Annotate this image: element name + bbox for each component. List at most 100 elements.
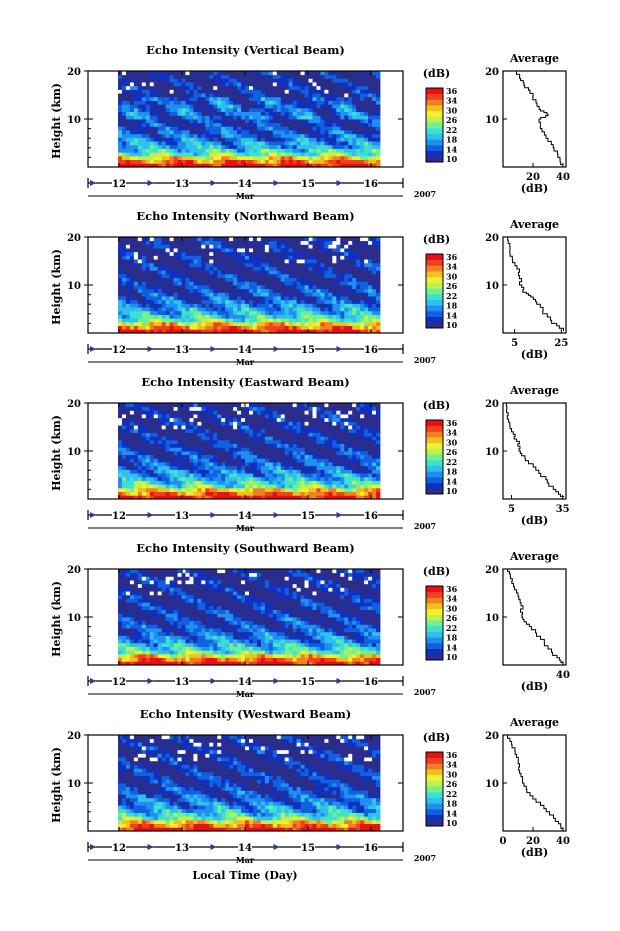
heatmap-cell bbox=[217, 152, 222, 157]
heatmap-cell bbox=[209, 329, 214, 334]
heatmap-cell bbox=[181, 115, 186, 120]
heatmap-cell bbox=[288, 259, 294, 264]
heatmap-cell bbox=[352, 237, 357, 242]
heatmap-cell bbox=[245, 454, 250, 459]
heatmap-cell bbox=[197, 432, 202, 437]
heatmap-cell bbox=[125, 299, 131, 304]
heatmap-cell bbox=[245, 141, 250, 146]
heatmap-cell bbox=[121, 480, 127, 485]
heatmap-cell bbox=[340, 240, 345, 245]
heatmap-cell bbox=[125, 310, 131, 315]
heatmap-cell bbox=[328, 425, 333, 430]
heatmap-cell bbox=[284, 307, 290, 312]
heatmap-cell bbox=[201, 85, 206, 90]
heatmap-cell bbox=[173, 292, 178, 297]
heatmap-cell bbox=[121, 476, 127, 481]
heatmap-cell bbox=[268, 244, 274, 249]
heatmap-cell bbox=[169, 111, 174, 116]
heatmap-cell bbox=[368, 487, 373, 493]
heatmap-cell bbox=[177, 443, 182, 448]
heatmap-cell bbox=[352, 296, 357, 301]
heatmap-cell bbox=[161, 152, 167, 157]
colorbar-swatch bbox=[426, 144, 443, 152]
heatmap-cell bbox=[316, 152, 321, 157]
heatmap-cell bbox=[121, 152, 127, 157]
heatmap-cell bbox=[348, 329, 353, 334]
heatmap-cell bbox=[213, 148, 218, 153]
heatmap-cell bbox=[161, 314, 167, 319]
heatmap-cell bbox=[169, 417, 174, 422]
heatmap-cell bbox=[320, 159, 325, 164]
heatmap-cell bbox=[320, 251, 325, 256]
heatmap-cell bbox=[268, 251, 274, 256]
heatmap-cell bbox=[241, 314, 246, 319]
heatmap-cell bbox=[352, 262, 357, 267]
heatmap-cell bbox=[320, 447, 325, 452]
heatmap-cell bbox=[332, 130, 337, 135]
heatmap-cell bbox=[121, 248, 127, 253]
heatmap-cell bbox=[336, 325, 341, 330]
heatmap-cell bbox=[320, 148, 325, 153]
heatmap-cell bbox=[312, 251, 317, 256]
heatmap-cell bbox=[272, 480, 278, 485]
heatmap-cell bbox=[197, 292, 202, 297]
heatmap-cell bbox=[280, 310, 286, 315]
heatmap-cell bbox=[157, 495, 163, 500]
heatmap-cell bbox=[229, 155, 234, 161]
heatmap-cell bbox=[169, 240, 174, 245]
heatmap-cell bbox=[300, 303, 305, 308]
heatmap-cell bbox=[153, 259, 159, 264]
heatmap-cell bbox=[213, 141, 218, 146]
heatmap-cell bbox=[332, 163, 337, 168]
heatmap-cell bbox=[149, 447, 155, 452]
heatmap-cell bbox=[372, 487, 377, 493]
heatmap-cell bbox=[149, 303, 155, 308]
heatmap-cell bbox=[121, 469, 127, 474]
heatmap-cell bbox=[304, 155, 309, 161]
month-label: Mar bbox=[236, 357, 255, 367]
heatmap-cell bbox=[312, 307, 317, 312]
heatmap-cell bbox=[161, 281, 167, 286]
heatmap-cell bbox=[292, 425, 298, 430]
heatmap-cell bbox=[332, 307, 337, 312]
heatmap-cell bbox=[249, 262, 254, 267]
heatmap-cell bbox=[121, 130, 127, 135]
heatmap-cell bbox=[181, 288, 186, 293]
heatmap-cell bbox=[348, 476, 353, 481]
heatmap-cell bbox=[280, 473, 286, 478]
heatmap-cell bbox=[300, 144, 305, 149]
heatmap-cell bbox=[368, 491, 373, 496]
heatmap-cell bbox=[256, 487, 262, 493]
heatmap-cell bbox=[272, 115, 278, 120]
heatmap-cell bbox=[348, 421, 353, 426]
heatmap-cell bbox=[197, 325, 202, 330]
heatmap-cell bbox=[336, 159, 341, 164]
heatmap-cell bbox=[125, 487, 131, 493]
heatmap-cell bbox=[225, 104, 230, 109]
heatmap-cell bbox=[217, 451, 222, 456]
heatmap-cell bbox=[245, 281, 250, 286]
heatmap-cell bbox=[268, 152, 274, 157]
heatmap-cell bbox=[360, 155, 365, 161]
heatmap-cell bbox=[189, 107, 194, 113]
heatmap-cell bbox=[296, 299, 302, 304]
heatmap-cell bbox=[225, 318, 230, 323]
heatmap-cell bbox=[264, 491, 270, 496]
heatmap-cell bbox=[352, 314, 357, 319]
heatmap-cell bbox=[121, 462, 127, 467]
heatmap-cell bbox=[125, 78, 131, 83]
heatmap-cell bbox=[292, 248, 298, 253]
heatmap-cell bbox=[288, 107, 294, 113]
heatmap-cell bbox=[249, 251, 254, 256]
heatmap-cell bbox=[252, 443, 258, 448]
heatmap-cell bbox=[177, 115, 182, 120]
heatmap-cell bbox=[129, 443, 135, 448]
heatmap-cell bbox=[328, 491, 333, 496]
heatmap-cell bbox=[300, 78, 305, 83]
heatmap-cell bbox=[133, 163, 139, 168]
heatmap-cell bbox=[229, 495, 234, 500]
heatmap-cell bbox=[268, 480, 274, 485]
heatmap-cell bbox=[157, 266, 163, 271]
heatmap-cell bbox=[161, 495, 167, 500]
heatmap-cell bbox=[189, 318, 194, 323]
